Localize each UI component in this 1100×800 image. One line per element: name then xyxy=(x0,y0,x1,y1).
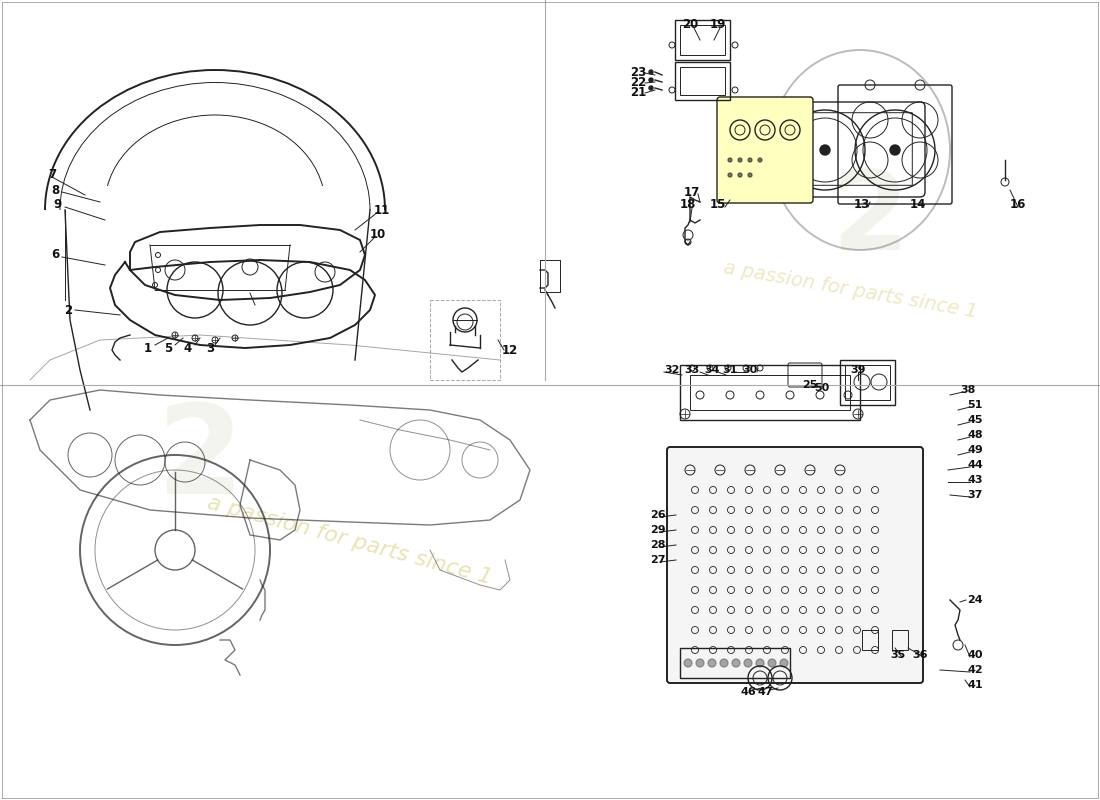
Text: 33: 33 xyxy=(684,365,700,375)
Text: 11: 11 xyxy=(374,203,390,217)
Circle shape xyxy=(756,659,764,667)
Text: 21: 21 xyxy=(630,86,646,98)
Bar xyxy=(675,20,730,60)
Text: 29: 29 xyxy=(650,525,666,535)
Circle shape xyxy=(684,659,692,667)
Text: 43: 43 xyxy=(967,475,982,485)
Text: 2: 2 xyxy=(832,166,909,274)
Text: 4: 4 xyxy=(184,342,192,354)
Text: 2: 2 xyxy=(64,303,73,317)
Circle shape xyxy=(820,145,830,155)
Text: 44: 44 xyxy=(967,460,983,470)
Text: 26: 26 xyxy=(650,510,666,520)
Bar xyxy=(680,25,725,55)
Bar xyxy=(690,375,850,410)
Circle shape xyxy=(732,659,740,667)
Circle shape xyxy=(728,173,732,177)
Text: 28: 28 xyxy=(650,540,666,550)
Text: 32: 32 xyxy=(664,365,680,375)
Circle shape xyxy=(728,158,732,162)
Text: 10: 10 xyxy=(370,229,386,242)
Text: 31: 31 xyxy=(723,365,738,375)
Text: 8: 8 xyxy=(51,183,59,197)
Bar xyxy=(840,360,895,405)
Text: 47: 47 xyxy=(757,687,773,697)
Bar xyxy=(862,630,878,650)
Bar xyxy=(675,62,730,100)
Text: 18: 18 xyxy=(680,198,696,211)
Circle shape xyxy=(758,158,762,162)
Text: 35: 35 xyxy=(890,650,905,660)
Circle shape xyxy=(748,173,752,177)
Circle shape xyxy=(748,158,752,162)
Text: 50: 50 xyxy=(814,383,829,393)
Circle shape xyxy=(708,659,716,667)
Text: 7: 7 xyxy=(48,169,56,182)
Text: 3: 3 xyxy=(206,342,214,354)
Circle shape xyxy=(744,659,752,667)
Text: 23: 23 xyxy=(630,66,646,78)
Circle shape xyxy=(649,86,653,90)
Bar xyxy=(892,630,907,650)
Circle shape xyxy=(696,659,704,667)
Text: 5: 5 xyxy=(164,342,172,354)
Circle shape xyxy=(649,70,653,74)
Text: 13: 13 xyxy=(854,198,870,211)
Text: 12: 12 xyxy=(502,343,518,357)
Text: 34: 34 xyxy=(704,365,719,375)
Text: a passion for parts since 1: a passion for parts since 1 xyxy=(722,258,978,322)
Circle shape xyxy=(720,659,728,667)
Text: 38: 38 xyxy=(960,385,976,395)
Text: 41: 41 xyxy=(967,680,982,690)
Text: 46: 46 xyxy=(740,687,756,697)
Text: 37: 37 xyxy=(967,490,982,500)
Text: 9: 9 xyxy=(54,198,62,211)
FancyBboxPatch shape xyxy=(667,447,923,683)
Text: 6: 6 xyxy=(51,249,59,262)
Text: 40: 40 xyxy=(967,650,982,660)
Text: 25: 25 xyxy=(802,380,817,390)
Text: a passion for parts since 1: a passion for parts since 1 xyxy=(206,492,495,588)
Text: 20: 20 xyxy=(682,18,698,31)
Bar xyxy=(845,365,890,400)
Text: 24: 24 xyxy=(967,595,982,605)
FancyBboxPatch shape xyxy=(717,97,813,203)
Text: 2: 2 xyxy=(156,399,243,521)
Text: 19: 19 xyxy=(710,18,726,31)
Text: 36: 36 xyxy=(912,650,927,660)
Circle shape xyxy=(890,145,900,155)
Circle shape xyxy=(738,173,742,177)
Circle shape xyxy=(738,158,742,162)
Text: 45: 45 xyxy=(967,415,982,425)
Bar xyxy=(680,365,860,420)
Circle shape xyxy=(649,78,653,82)
Bar xyxy=(680,67,725,95)
Text: 17: 17 xyxy=(684,186,700,198)
Text: 27: 27 xyxy=(650,555,666,565)
Text: 14: 14 xyxy=(910,198,926,211)
Text: 48: 48 xyxy=(967,430,982,440)
Text: 15: 15 xyxy=(710,198,726,211)
Circle shape xyxy=(768,659,776,667)
Text: 22: 22 xyxy=(630,75,646,89)
Text: 42: 42 xyxy=(967,665,982,675)
Bar xyxy=(680,648,790,678)
Text: 16: 16 xyxy=(1010,198,1026,211)
Text: 39: 39 xyxy=(850,365,866,375)
Text: 1: 1 xyxy=(144,342,152,354)
Text: 30: 30 xyxy=(742,365,758,375)
Circle shape xyxy=(780,659,788,667)
Text: 49: 49 xyxy=(967,445,983,455)
Text: 51: 51 xyxy=(967,400,982,410)
